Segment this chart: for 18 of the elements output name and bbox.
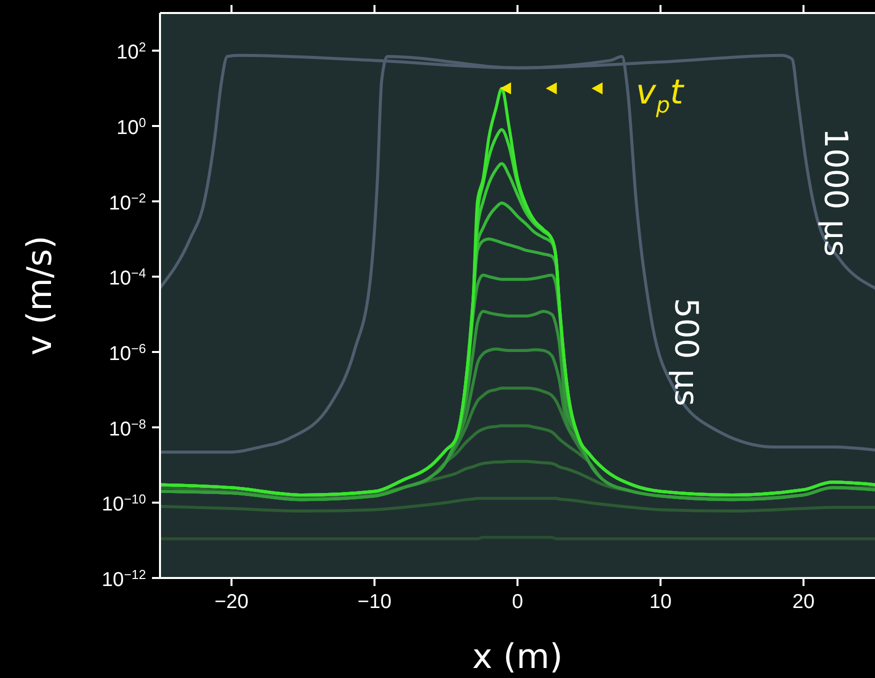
y-tick-label: 10$^{2}$ (116, 39, 146, 64)
annotation: v$_{p}$t (636, 72, 685, 118)
y-tick-label: 10$^{−4}$ (108, 265, 146, 290)
y-axis-title: v (m/s) (20, 236, 60, 356)
x-tick-label: 20 (792, 591, 815, 613)
y-tick-label: 10$^{−12}$ (102, 566, 146, 591)
x-tick-label: −20 (214, 591, 248, 613)
y-tick-label: 10$^{−10}$ (102, 491, 146, 516)
y-tick-label: 10$^{−6}$ (108, 340, 146, 365)
x-tick-label: −10 (358, 591, 392, 613)
y-tick-label: 10$^{0}$ (116, 114, 146, 139)
x-tick-label: 10 (649, 591, 672, 613)
x-tick-label: 0 (512, 591, 524, 613)
x-axis-title: x (m) (472, 637, 563, 677)
text: 1000 µs (817, 128, 856, 257)
y-tick-label: 10$^{−2}$ (108, 190, 146, 214)
text: 500 µs (668, 298, 706, 406)
y-tick-label: 10$^{−8}$ (108, 416, 146, 440)
